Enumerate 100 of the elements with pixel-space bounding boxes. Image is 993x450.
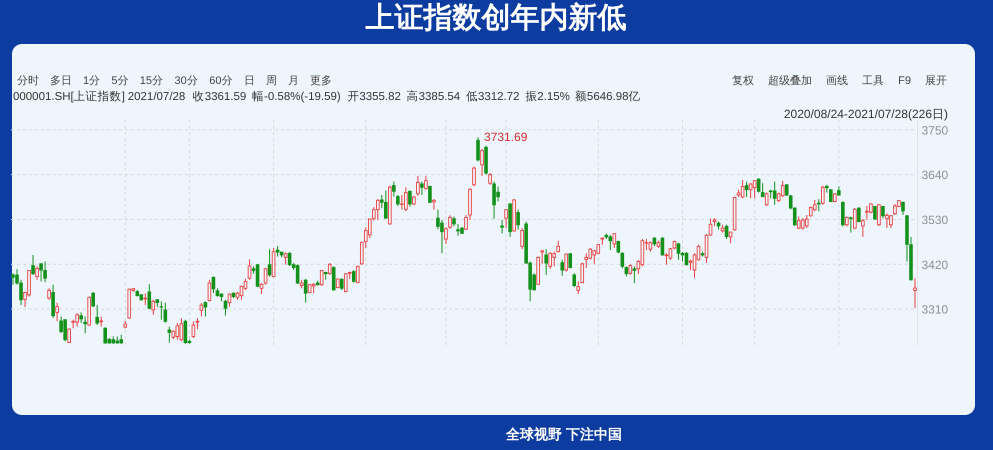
candlestick (853, 208, 857, 230)
candlestick (556, 240, 560, 253)
candlestick (320, 270, 324, 286)
candlestick (11, 272, 15, 286)
candlestick (47, 288, 51, 300)
candlestick (504, 208, 508, 229)
candlestick (256, 263, 260, 288)
candlestick (881, 206, 885, 219)
candlestick (63, 318, 67, 342)
candlestick (568, 252, 572, 269)
candlestick (288, 252, 292, 266)
candlestick (160, 300, 164, 320)
candlestick (857, 206, 861, 223)
candlestick (384, 190, 388, 220)
candlestick (520, 228, 524, 250)
candlestick (772, 181, 776, 206)
candlestick (39, 262, 43, 282)
candlestick (724, 224, 728, 240)
annotation: 3731.69 (484, 130, 528, 144)
candlestick (276, 245, 280, 258)
candlestick (148, 284, 152, 310)
candlestick (800, 218, 805, 230)
candlestick (75, 312, 79, 328)
candlestick (676, 242, 680, 260)
candlestick (760, 182, 764, 198)
candlestick (861, 218, 865, 238)
candlestick (328, 262, 332, 276)
candlestick (43, 260, 47, 283)
candlestick (564, 252, 568, 272)
candlestick (83, 316, 87, 334)
candlestick (268, 248, 272, 278)
candlestick (492, 181, 496, 220)
candlestick (612, 232, 616, 248)
candlestick (913, 278, 917, 309)
candlestick (628, 264, 632, 276)
text: 分时 多日 1分 5分 15分 30分 60分 日 周 月 更多 (17, 75, 332, 87)
candlestick (200, 302, 204, 317)
candlestick (845, 216, 849, 227)
candlestick (829, 188, 833, 203)
candlestick (584, 252, 588, 268)
candlestick (552, 251, 556, 267)
candlestick (35, 266, 39, 280)
candlestick (344, 272, 348, 293)
candlestick (180, 318, 184, 342)
candlestick (548, 252, 552, 270)
candlestick (608, 234, 612, 251)
candlestick (901, 201, 905, 216)
candlestick (865, 206, 869, 220)
candlestick (756, 178, 760, 194)
candlestick (184, 319, 188, 344)
candlestick (164, 302, 168, 324)
candlestick (496, 186, 500, 202)
candlestick (296, 264, 300, 284)
candlestick (544, 248, 548, 276)
candlestick (740, 179, 744, 199)
candlestick (476, 136, 480, 162)
candlestick (51, 284, 55, 319)
text: 复权 超级叠加 画线 工具 F9 展开 (732, 75, 947, 87)
candlestick (176, 322, 180, 340)
candlestick (849, 216, 853, 233)
candlestick (376, 198, 380, 220)
candlestick (428, 185, 432, 204)
y-tick-label: 3530 (922, 212, 949, 227)
candlestick (632, 266, 636, 284)
candlestick (412, 195, 416, 206)
annotation: 2020/08/24-2021/07/28(226日) (784, 107, 948, 121)
candlestick (488, 172, 492, 186)
candlestick (356, 265, 360, 284)
candlestick (67, 328, 71, 344)
candlestick (660, 236, 664, 256)
candlestick (284, 252, 288, 266)
candlestick (332, 266, 336, 291)
candlestick (877, 203, 881, 226)
candlestick (31, 254, 35, 276)
y-tick-label: 3420 (922, 258, 949, 272)
candlestick (336, 278, 340, 289)
candlestick (168, 326, 172, 344)
candlestick (312, 282, 316, 294)
candlestick (752, 179, 756, 199)
candlestick (500, 219, 504, 234)
candlestick (885, 212, 889, 229)
y-tick-label: 3640 (922, 168, 949, 182)
y-tick-label: 3750 (922, 123, 949, 138)
candlestick (352, 270, 356, 284)
candlestick (572, 272, 576, 288)
candlestick (103, 326, 108, 344)
text: 000001.SH[上证指数] 2021/07/28 收3361.59 幅-0.58%(-19.59) 开3355.82 高3385.54 低3312.72 振2.15% 额5646.98亿 (13, 91, 640, 103)
candlestick (560, 259, 564, 276)
candlestick (143, 292, 148, 306)
candlestick (684, 252, 688, 266)
candlestick (764, 192, 768, 207)
candlestick (400, 194, 404, 210)
candlestick (728, 231, 732, 244)
candlestick (780, 180, 785, 198)
candlestick (480, 148, 484, 176)
y-tick-label: 3310 (922, 302, 949, 317)
candlestick (436, 209, 440, 230)
chart-title: 上证指数创年内新低 (364, 1, 626, 34)
candlestick (432, 198, 436, 210)
candlestick (404, 186, 408, 212)
